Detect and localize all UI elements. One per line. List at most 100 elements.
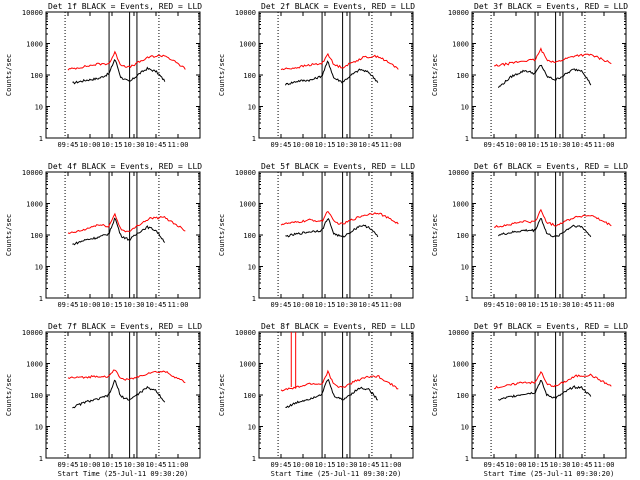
x-tick-label: 11:00 [380, 461, 401, 469]
y-tick-label: 10000 [235, 9, 256, 17]
y-tick-label: 10 [35, 264, 43, 272]
detector-panel-5: Det 5f BLACK = Events, RED = LLD 1 10 100 10… [218, 162, 415, 309]
y-tick-label: 1000 [26, 41, 43, 49]
plot-frame [258, 331, 414, 459]
y-axis-label: Counts/sec [218, 374, 226, 416]
x-tick-label: 11:00 [167, 301, 188, 309]
detector-panel-7: Det 7f BLACK = Events, RED = LLD 1 10 100 10… [5, 322, 202, 478]
y-tick-label: 10000 [448, 9, 469, 17]
events-series-line [72, 217, 166, 246]
y-axis-label: Counts/sec [431, 214, 439, 256]
y-axis-label: Counts/sec [5, 374, 13, 416]
y-tick-label: 10000 [235, 329, 256, 337]
detector-panel-2: Det 2f BLACK = Events, RED = LLD 1 10 100 10… [218, 2, 415, 149]
events-series-line [497, 64, 592, 89]
detector-panel-8: Det 8f BLACK = Events, RED = LLD 1 10 100 10… [218, 322, 415, 478]
x-tick-label: 10:15 [101, 301, 122, 309]
lld-series-line [67, 50, 186, 71]
y-tick-label: 1000 [239, 201, 256, 209]
y-tick-label: 1000 [452, 361, 469, 369]
panel-title: Det 3f BLACK = Events, RED = LLD [474, 2, 628, 11]
plot-frame [45, 331, 201, 459]
y-tick-label: 10 [461, 264, 469, 272]
x-tick-label: 10:00 [292, 301, 313, 309]
y-axis-label: Counts/sec [431, 374, 439, 416]
y-tick-label: 100 [30, 72, 43, 80]
panel-title: Det 8f BLACK = Events, RED = LLD [261, 322, 415, 331]
y-tick-label: 100 [30, 232, 43, 240]
plot-frame [471, 331, 627, 459]
lld-series-line [280, 210, 399, 226]
x-tick-label: 11:00 [380, 141, 401, 149]
y-tick-label: 1 [252, 135, 256, 143]
y-tick-label: 100 [30, 392, 43, 400]
x-tick-label: 10:45 [145, 461, 166, 469]
panel-title: Det 2f BLACK = Events, RED = LLD [261, 2, 415, 11]
x-tick-label: 10:45 [358, 141, 379, 149]
x-axis-label: Start Time (25-Jul-11 09:30:20) [271, 470, 402, 478]
y-tick-label: 100 [456, 392, 469, 400]
y-tick-label: 10 [248, 104, 256, 112]
x-tick-label: 10:45 [358, 301, 379, 309]
y-tick-label: 1000 [239, 361, 256, 369]
y-axis-label: Counts/sec [5, 54, 13, 96]
x-tick-label: 09:45 [57, 141, 78, 149]
y-tick-label: 1000 [239, 41, 256, 49]
x-tick-label: 10:30 [549, 461, 570, 469]
y-axis-label: Counts/sec [5, 214, 13, 256]
x-tick-label: 10:15 [527, 461, 548, 469]
y-tick-label: 1000 [452, 201, 469, 209]
y-axis-label: Counts/sec [218, 54, 226, 96]
x-tick-label: 11:00 [593, 461, 614, 469]
y-tick-label: 10 [35, 424, 43, 432]
y-tick-label: 10000 [22, 9, 43, 17]
x-tick-label: 10:30 [549, 141, 570, 149]
x-tick-label: 10:15 [314, 141, 335, 149]
x-tick-label: 09:45 [270, 141, 291, 149]
x-tick-label: 10:30 [336, 141, 357, 149]
x-tick-label: 09:45 [483, 141, 504, 149]
x-tick-label: 11:00 [167, 461, 188, 469]
panel-title: Det 4f BLACK = Events, RED = LLD [48, 162, 202, 171]
y-tick-label: 1 [465, 455, 469, 463]
x-tick-label: 10:15 [527, 301, 548, 309]
y-tick-label: 1 [465, 295, 469, 303]
x-axis-label: Start Time (25-Jul-11 09:30:20) [484, 470, 615, 478]
x-tick-label: 10:30 [336, 301, 357, 309]
x-tick-label: 10:45 [571, 301, 592, 309]
y-tick-label: 1 [39, 455, 43, 463]
x-tick-label: 11:00 [593, 141, 614, 149]
x-tick-label: 10:45 [571, 141, 592, 149]
y-tick-label: 1 [39, 295, 43, 303]
y-tick-label: 10000 [448, 169, 469, 177]
x-tick-label: 10:45 [145, 141, 166, 149]
x-tick-label: 10:45 [571, 461, 592, 469]
x-tick-label: 10:30 [123, 461, 144, 469]
x-tick-label: 10:30 [336, 461, 357, 469]
panel-title: Det 5f BLACK = Events, RED = LLD [261, 162, 415, 171]
lld-series-line [280, 52, 399, 71]
x-tick-label: 10:00 [292, 141, 313, 149]
lld-series-line [493, 370, 612, 390]
detector-panel-9: Det 9f BLACK = Events, RED = LLD 1 10 100 10… [431, 322, 628, 478]
y-tick-label: 10 [461, 104, 469, 112]
y-tick-label: 100 [456, 232, 469, 240]
panel-title: Det 6f BLACK = Events, RED = LLD [474, 162, 628, 171]
plot-frame [471, 11, 627, 139]
plot-frame [45, 11, 201, 139]
x-tick-label: 10:15 [314, 301, 335, 309]
plot-frame [258, 11, 414, 139]
x-tick-label: 10:00 [505, 141, 526, 149]
y-tick-label: 10 [461, 424, 469, 432]
lld-series-line [67, 369, 186, 384]
events-series-line [72, 59, 166, 85]
x-tick-label: 10:00 [79, 301, 100, 309]
events-series-line [284, 60, 379, 86]
y-tick-label: 1000 [26, 361, 43, 369]
x-tick-label: 10:45 [145, 301, 166, 309]
x-tick-label: 11:00 [167, 141, 188, 149]
y-tick-label: 10 [248, 264, 256, 272]
lld-series-line [493, 208, 612, 228]
y-tick-label: 10000 [448, 329, 469, 337]
